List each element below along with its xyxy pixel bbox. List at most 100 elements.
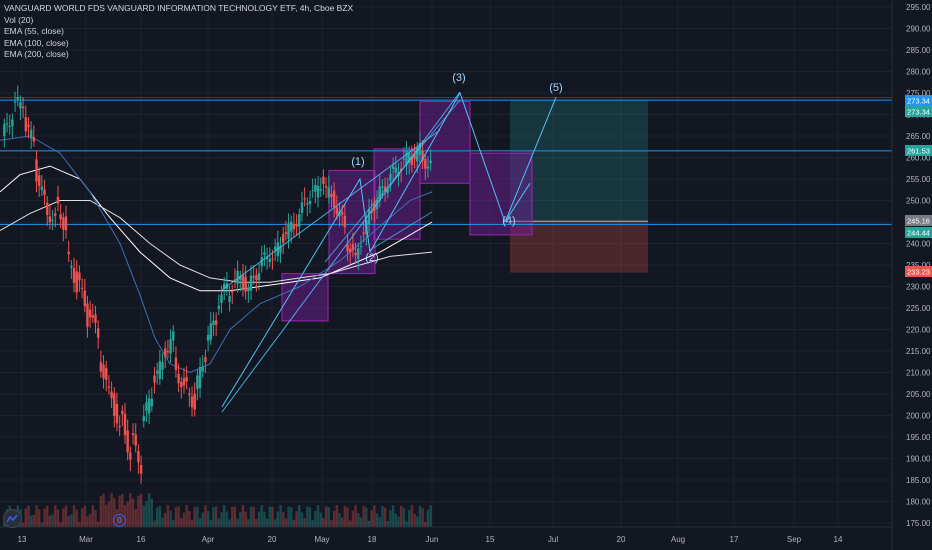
- candlesticks: [3, 85, 432, 484]
- candle-body: [236, 271, 239, 284]
- volume-bar: [260, 505, 263, 527]
- volume-bar: [72, 505, 76, 527]
- candle-body: [429, 160, 432, 164]
- candle-body: [105, 367, 108, 380]
- indicator-ema-100[interactable]: EMA (100, close): [4, 37, 69, 48]
- trend-channels: [221, 91, 461, 413]
- volume-bar: [86, 516, 89, 527]
- candle-body: [88, 309, 92, 318]
- volume-bar: [147, 493, 151, 527]
- volume-bar: [212, 507, 215, 527]
- volume-bar: [338, 512, 341, 527]
- volume-bar: [37, 509, 41, 527]
- price-label: 273.34: [907, 108, 930, 117]
- volume-bar: [131, 498, 135, 527]
- candle-body: [330, 193, 333, 197]
- candle-body: [378, 186, 381, 201]
- candle-body: [231, 290, 234, 293]
- candle-body: [188, 393, 191, 396]
- indicator-volume[interactable]: Vol (20): [4, 14, 34, 25]
- candle-body: [13, 101, 17, 103]
- time-tick: 18: [368, 535, 377, 544]
- volume-bar: [40, 522, 44, 527]
- volume-bar: [271, 506, 274, 527]
- candle-body: [145, 402, 148, 411]
- wave-path: [221, 91, 557, 408]
- price-tick: 255.00: [906, 175, 931, 184]
- candle-body: [174, 357, 178, 370]
- candle-body: [182, 378, 186, 386]
- time-tick: 20: [617, 535, 626, 544]
- candle-body: [298, 214, 301, 227]
- candle-body: [349, 248, 352, 253]
- volume-bar: [244, 511, 247, 527]
- price-label-bg: [905, 215, 932, 226]
- candle-body: [247, 287, 250, 292]
- volume-bar: [311, 519, 314, 527]
- volume-bar: [110, 493, 113, 527]
- price-label: 273.34: [907, 97, 930, 106]
- volume-bar: [233, 506, 237, 527]
- ema-55-line: [0, 165, 433, 292]
- tradingview-logo-icon[interactable]: [3, 509, 22, 528]
- event-marker[interactable]: 0: [113, 514, 126, 527]
- volume-bar: [330, 520, 333, 527]
- volume-bar: [239, 511, 242, 527]
- volume-bar: [367, 520, 371, 527]
- price-label: 261.53: [907, 147, 930, 156]
- price-tick: 220.00: [906, 326, 931, 335]
- volume-bar: [180, 517, 183, 527]
- price-tick: 200.00: [906, 412, 931, 421]
- time-tick: 16: [137, 535, 146, 544]
- indicator-ema-200[interactable]: EMA (200, close): [4, 49, 69, 59]
- candle-body: [260, 257, 263, 267]
- candle-body: [169, 339, 172, 354]
- volume-bar: [416, 516, 419, 527]
- volume-bar: [276, 511, 280, 527]
- candle-body: [139, 465, 143, 474]
- volume-bar: [391, 505, 395, 527]
- candle-body: [78, 272, 81, 281]
- candle-body: [410, 156, 414, 166]
- candle-body: [367, 208, 371, 225]
- candle-body: [257, 273, 261, 281]
- volume-bar: [169, 510, 172, 527]
- volume-bar: [359, 517, 363, 527]
- candle-body: [324, 186, 328, 188]
- candle-body: [32, 137, 36, 142]
- price-tick: 185.00: [906, 476, 931, 485]
- time-axis[interactable]: 13 Mar 16 Apr 20 May 18 Jun 15 Jul 20 Aug 17 Sep 14: [0, 526, 892, 544]
- candle-body: [64, 216, 68, 231]
- candle-body: [303, 198, 306, 200]
- candle-body: [281, 233, 285, 243]
- candle-body: [214, 320, 218, 325]
- candle-body: [362, 232, 365, 234]
- candle-body: [196, 375, 199, 389]
- volume-bar: [174, 507, 178, 527]
- wave-label: (1): [351, 156, 364, 168]
- candle-body: [223, 284, 226, 289]
- candle-body: [113, 393, 116, 416]
- candle-body: [426, 166, 430, 169]
- volume-bar: [324, 506, 328, 527]
- symbol-title[interactable]: VANGUARD WORLD FDS VANGUARD INFORMATION …: [4, 3, 354, 13]
- volume-bar: [413, 513, 416, 527]
- candle-body: [70, 266, 73, 268]
- volume-bar: [29, 515, 33, 527]
- volume-bar: [306, 506, 309, 527]
- candle-body: [21, 106, 25, 109]
- volume-bar: [223, 505, 226, 527]
- candle-body: [295, 224, 298, 227]
- price-tick: 230.00: [906, 283, 931, 292]
- volume-bar: [3, 523, 6, 527]
- volume-bar: [408, 509, 411, 527]
- candle-body: [290, 221, 293, 232]
- volume-bar: [142, 505, 145, 527]
- candle-body: [370, 210, 373, 213]
- volume-bar: [303, 518, 306, 527]
- candle-body: [19, 102, 22, 109]
- volume-bar: [139, 494, 143, 527]
- indicator-ema-55[interactable]: EMA (55, close): [4, 26, 64, 36]
- volume-bar: [150, 498, 154, 527]
